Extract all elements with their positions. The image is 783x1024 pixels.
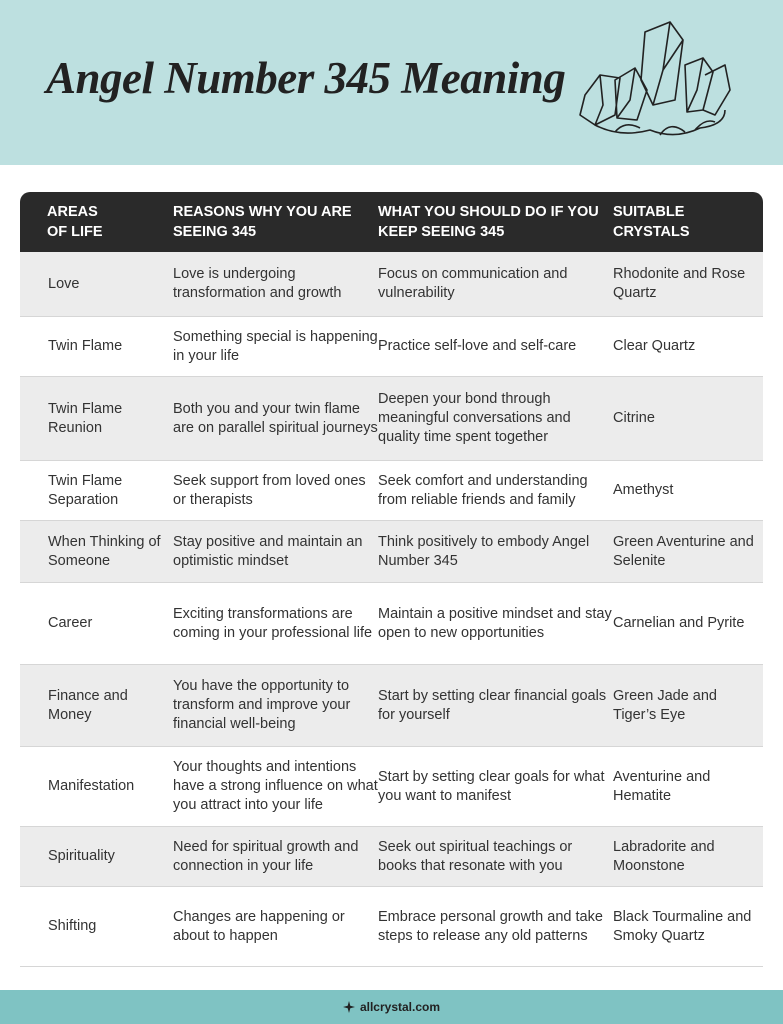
footer: allcrystal.com — [0, 990, 783, 1024]
site-name: allcrystal.com — [359, 1000, 441, 1014]
table-cell: Exciting transformations are coming in y… — [173, 605, 373, 641]
column-header-text: AREAS OF LIFE — [47, 204, 103, 240]
column-header-text: REASONS WHY YOU ARE SEEING 345 — [173, 204, 352, 240]
header-row: AREAS OF LIFE REASONS WHY YOU ARE SEEING … — [20, 192, 763, 252]
table-cell: Amethyst — [613, 482, 674, 498]
table-cell: Need for spiritual growth and connection… — [173, 838, 359, 874]
table-cell: Start by setting clear financial goals f… — [378, 687, 607, 723]
table-cell: Aventurine and Hematite — [613, 768, 711, 804]
column-header: AREAS OF LIFE — [20, 202, 173, 242]
table-cell: Green Jade and Tiger’s Eye — [613, 687, 717, 723]
table-cell: Love is undergoing transformation and gr… — [173, 266, 342, 301]
star-icon — [342, 1001, 355, 1013]
table-cell: Green Aventurine and Selenite — [613, 533, 754, 569]
column-header: REASONS WHY YOU ARE SEEING 345 — [173, 202, 378, 242]
table-cell: Think positively to embody Angel Number … — [378, 533, 590, 569]
table-row: Shifting Changes are happening or about t… — [20, 887, 763, 967]
table-cell: Shifting — [48, 918, 97, 934]
table-cell: Seek out spiritual teachings or books th… — [378, 838, 573, 874]
table-cell: Twin Flame Reunion — [48, 400, 123, 436]
title: Angel Number 345 Meaning — [46, 53, 566, 103]
table-cell: Finance and Money — [48, 687, 128, 723]
column-header-text: SUITABLE CRYSTALS — [613, 204, 690, 240]
table-cell: Start by setting clear goals for what yo… — [378, 768, 605, 804]
table-row: Twin Flame Reunion Both you and your twin… — [20, 377, 763, 461]
table: AREAS OF LIFE REASONS WHY YOU ARE SEEING … — [20, 192, 763, 967]
table-cell: Citrine — [613, 410, 655, 426]
table-cell: Rhodonite and Rose Quartz — [613, 266, 746, 301]
table-row: Finance and Money You have the opportunit… — [20, 665, 763, 747]
table-cell: Manifestation — [48, 778, 135, 794]
table-cell: Spirituality — [48, 848, 115, 864]
column-header: WHAT YOU SHOULD DO IF YOU KEEP SEEING 34… — [378, 202, 613, 242]
table-cell: Practice self-love and self-care — [378, 338, 577, 354]
table-cell: Both you and your twin flame are on para… — [173, 400, 378, 436]
table-cell: Black Tourmaline and Smoky Quartz — [613, 908, 752, 944]
table-row: Twin Flame Something special is happening… — [20, 317, 763, 377]
table-row: Spirituality Need for spiritual growth an… — [20, 827, 763, 887]
table-row: Career Exciting transformations are comin… — [20, 583, 763, 665]
table-cell: Twin Flame Separation — [48, 472, 123, 508]
table-cell: Maintain a positive mindset and stay ope… — [378, 605, 612, 641]
table-cell: Love — [48, 275, 80, 292]
header-band: Angel Number 345 Meaning — [0, 0, 783, 165]
table-cell: Something special is happening in your l… — [173, 328, 378, 364]
table-cell: Labradorite and Moonstone — [613, 838, 715, 874]
column-header: SUITABLE CRYSTALS — [613, 202, 763, 242]
table-row: Twin Flame Separation Seek support from l… — [20, 461, 763, 521]
table-cell: You have the opportunity to transform an… — [173, 678, 351, 732]
table-cell: Your thoughts and intentions have a stro… — [173, 759, 378, 813]
table-cell: Changes are happening or about to happen — [173, 908, 345, 944]
column-header-text: WHAT YOU SHOULD DO IF YOU KEEP SEEING 34… — [378, 204, 599, 240]
table-cell: Stay positive and maintain an optimistic… — [173, 533, 363, 569]
table-cell: When Thinking of Someone — [48, 533, 161, 569]
crystal-illustration — [579, 21, 731, 136]
table-row: Love Love is undergoing transformation an… — [20, 252, 763, 317]
table-cell: Carnelian and Pyrite — [613, 615, 745, 631]
table-row: Manifestation Your thoughts and intention… — [20, 747, 763, 827]
table-cell: Seek support from loved ones or therapis… — [173, 472, 366, 508]
table-cell: Deepen your bond through meaningful conv… — [378, 391, 571, 445]
table-cell: Twin Flame — [48, 338, 123, 354]
table-cell: Focus on communication and vulnerability — [378, 266, 568, 301]
table-cell: Career — [48, 615, 93, 631]
table-cell: Seek comfort and understanding from reli… — [378, 472, 588, 508]
table-cell: Clear Quartz — [613, 338, 696, 354]
table-cell: Embrace personal growth and take steps t… — [378, 908, 603, 944]
table-row: When Thinking of Someone Stay positive an… — [20, 521, 763, 583]
